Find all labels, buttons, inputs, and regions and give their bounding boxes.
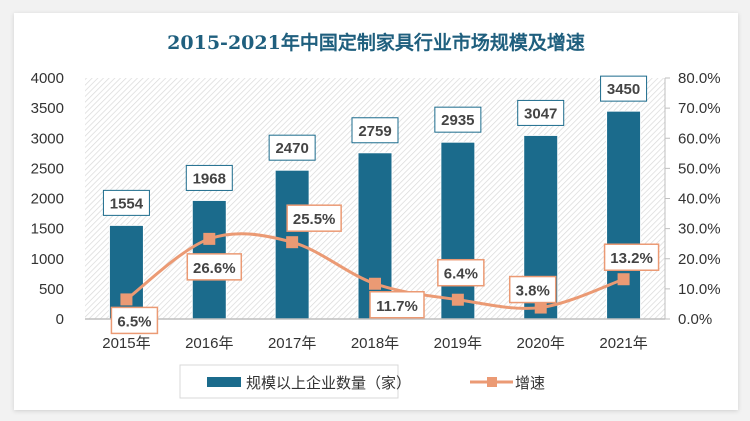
y-left-tick-label: 4000: [31, 70, 64, 87]
legend-line-label: 增速: [515, 375, 545, 392]
x-tick-label: 2016年: [185, 335, 233, 352]
bar-data-label: 3047: [524, 105, 557, 122]
y-right-tick-label: 80.0%: [678, 70, 721, 87]
bar-data-label-box: [268, 134, 316, 161]
legend-bar-swatch: [207, 377, 241, 387]
bar-data-label-box: [517, 99, 565, 126]
growth-data-label-box: [186, 253, 243, 281]
growth-data-label: 3.8%: [516, 283, 550, 300]
growth-data-label: 11.7%: [376, 298, 418, 315]
bar-data-label: 3450: [607, 81, 640, 98]
y-right-tick-label: 40.0%: [678, 191, 721, 208]
y-left-tick-label: 0: [56, 311, 64, 328]
y-right-tick-label: 10.0%: [678, 281, 721, 298]
x-tick-label: 2021年: [599, 335, 647, 352]
growth-marker-2015年: [120, 293, 133, 306]
legend-line-marker: [487, 377, 497, 387]
growth-data-label-box: [369, 291, 425, 319]
x-tick-label: 2015年: [102, 335, 150, 352]
bar-data-label: 2759: [358, 123, 391, 140]
bar-data-label: 2935: [441, 112, 474, 129]
bar-2021年: [606, 110, 642, 320]
growth-data-label: 6.4%: [444, 266, 478, 283]
y-left-tick-label: 2500: [31, 160, 64, 177]
y-left-tick-label: 3500: [31, 100, 64, 117]
y-left-tick-label: 2000: [31, 191, 64, 208]
x-tick-label: 2017年: [268, 335, 316, 352]
x-tick-label: 2020年: [517, 335, 565, 352]
growth-data-label-box: [286, 204, 342, 232]
bar-data-label-box: [434, 106, 482, 133]
x-tick-label: 2019年: [434, 335, 482, 352]
legend-bar-label: 规模以上企业数量（家）: [246, 374, 411, 392]
y-right-tick-label: 50.0%: [678, 160, 721, 177]
bar-data-label: 2470: [275, 140, 308, 157]
growth-marker-2016年: [203, 232, 216, 245]
growth-marker-2018年: [369, 277, 381, 290]
growth-data-label: 13.2%: [610, 250, 653, 267]
y-left-tick-label: 3000: [31, 130, 64, 147]
legend: 规模以上企业数量（家） 增速: [179, 364, 545, 399]
bar-2019年: [440, 141, 476, 320]
chart-title: 2015-2021年中国定制家具行业市场规模及增速: [167, 31, 585, 54]
y-right-tick-label: 60.0%: [678, 130, 721, 147]
growth-data-label: 6.5%: [117, 313, 151, 330]
growth-data-label-box: [437, 258, 485, 287]
bar-data-label-box: [351, 117, 399, 144]
y-left-tick-label: 1500: [31, 221, 64, 238]
growth-marker-2021年: [617, 273, 630, 286]
y-right-tick-label: 30.0%: [678, 221, 721, 238]
y-right-tick-label: 0.0%: [678, 311, 712, 328]
growth-marker-2019年: [451, 293, 464, 306]
growth-marker-2020年: [534, 301, 547, 314]
y-left-tick-label: 500: [39, 281, 64, 298]
y-right-tick-label: 20.0%: [678, 251, 721, 268]
bar-data-label: 1554: [110, 195, 144, 212]
y-left-tick-label: 1000: [31, 251, 64, 268]
bar-data-label-box: [185, 164, 233, 191]
growth-marker-2017年: [286, 236, 299, 249]
growth-data-label-box: [110, 306, 159, 335]
bar-data-label-box: [600, 75, 648, 102]
x-tick-label: 2018年: [351, 335, 399, 352]
bar-data-label-box: [102, 189, 150, 216]
growth-data-label: 26.6%: [193, 260, 236, 277]
bar-data-label: 1968: [193, 170, 226, 187]
growth-data-label-box: [603, 243, 660, 271]
growth-data-label: 25.5%: [293, 211, 336, 228]
y-right-tick-label: 70.0%: [678, 100, 721, 117]
growth-data-label-box: [508, 275, 557, 304]
